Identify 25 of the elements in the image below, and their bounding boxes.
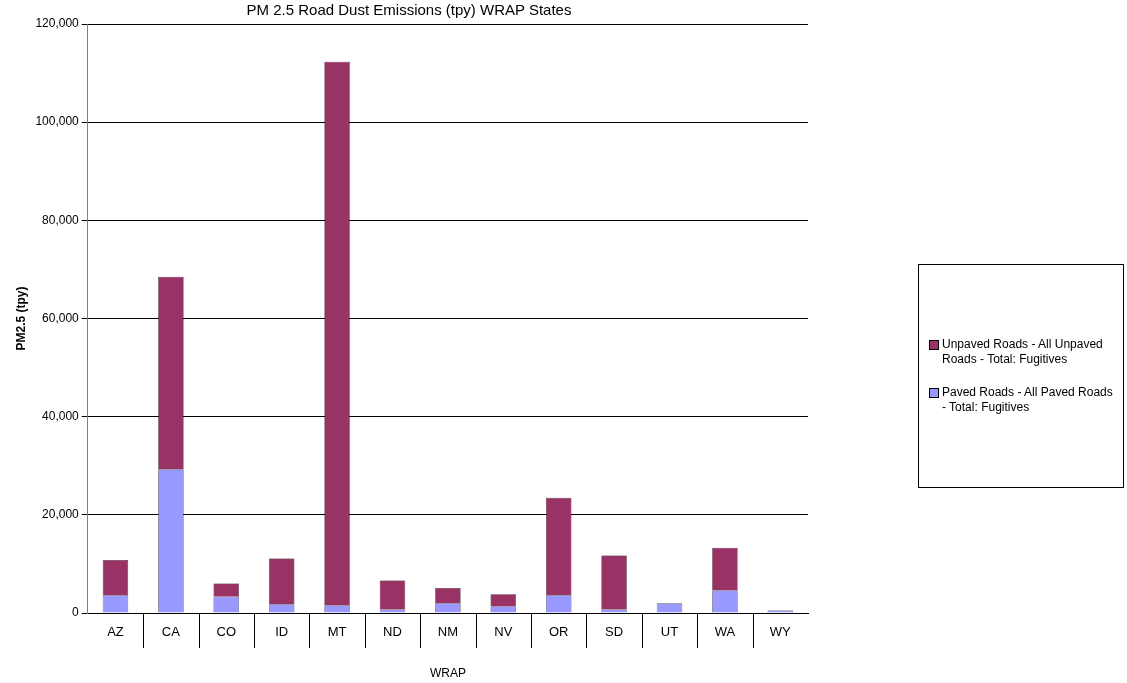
y-axis-title: PM2.5 (tpy) xyxy=(13,286,28,351)
x-tick-label: ND xyxy=(383,624,402,640)
x-tick-label: OR xyxy=(548,624,569,640)
y-tick-label: 20,000 xyxy=(42,507,80,522)
x-tick-label: NV xyxy=(494,624,513,640)
y-tick-label: 60,000 xyxy=(42,310,80,325)
x-axis-title: WRAP xyxy=(429,666,466,681)
x-tick-label: MT xyxy=(327,624,347,640)
x-tick-label: UT xyxy=(660,624,679,640)
x-tick-label: CA xyxy=(161,624,181,640)
chart-title: PM 2.5 Road Dust Emissions (tpy) WRAP States xyxy=(246,1,572,19)
y-tick-label: 0 xyxy=(72,605,80,620)
y-tick-label: 120,000 xyxy=(35,16,80,31)
x-tick-label: AZ xyxy=(107,624,124,640)
legend-label: Unpaved Roads - All Unpaved Roads - Total: Fugitives xyxy=(942,337,1104,367)
y-tick-label: 40,000 xyxy=(42,408,80,423)
legend-label: Paved Roads - All Paved Roads - Total: Fugitives xyxy=(942,385,1114,415)
y-tick-label: 100,000 xyxy=(35,114,80,129)
x-tick-label: WY xyxy=(769,624,792,640)
x-tick-label: CO xyxy=(216,624,237,640)
x-tick-label: NM xyxy=(437,624,458,640)
x-tick-label: ID xyxy=(275,624,289,640)
x-tick-label: SD xyxy=(605,624,624,640)
y-tick-label: 80,000 xyxy=(42,212,80,227)
x-tick-label: WA xyxy=(714,624,736,640)
